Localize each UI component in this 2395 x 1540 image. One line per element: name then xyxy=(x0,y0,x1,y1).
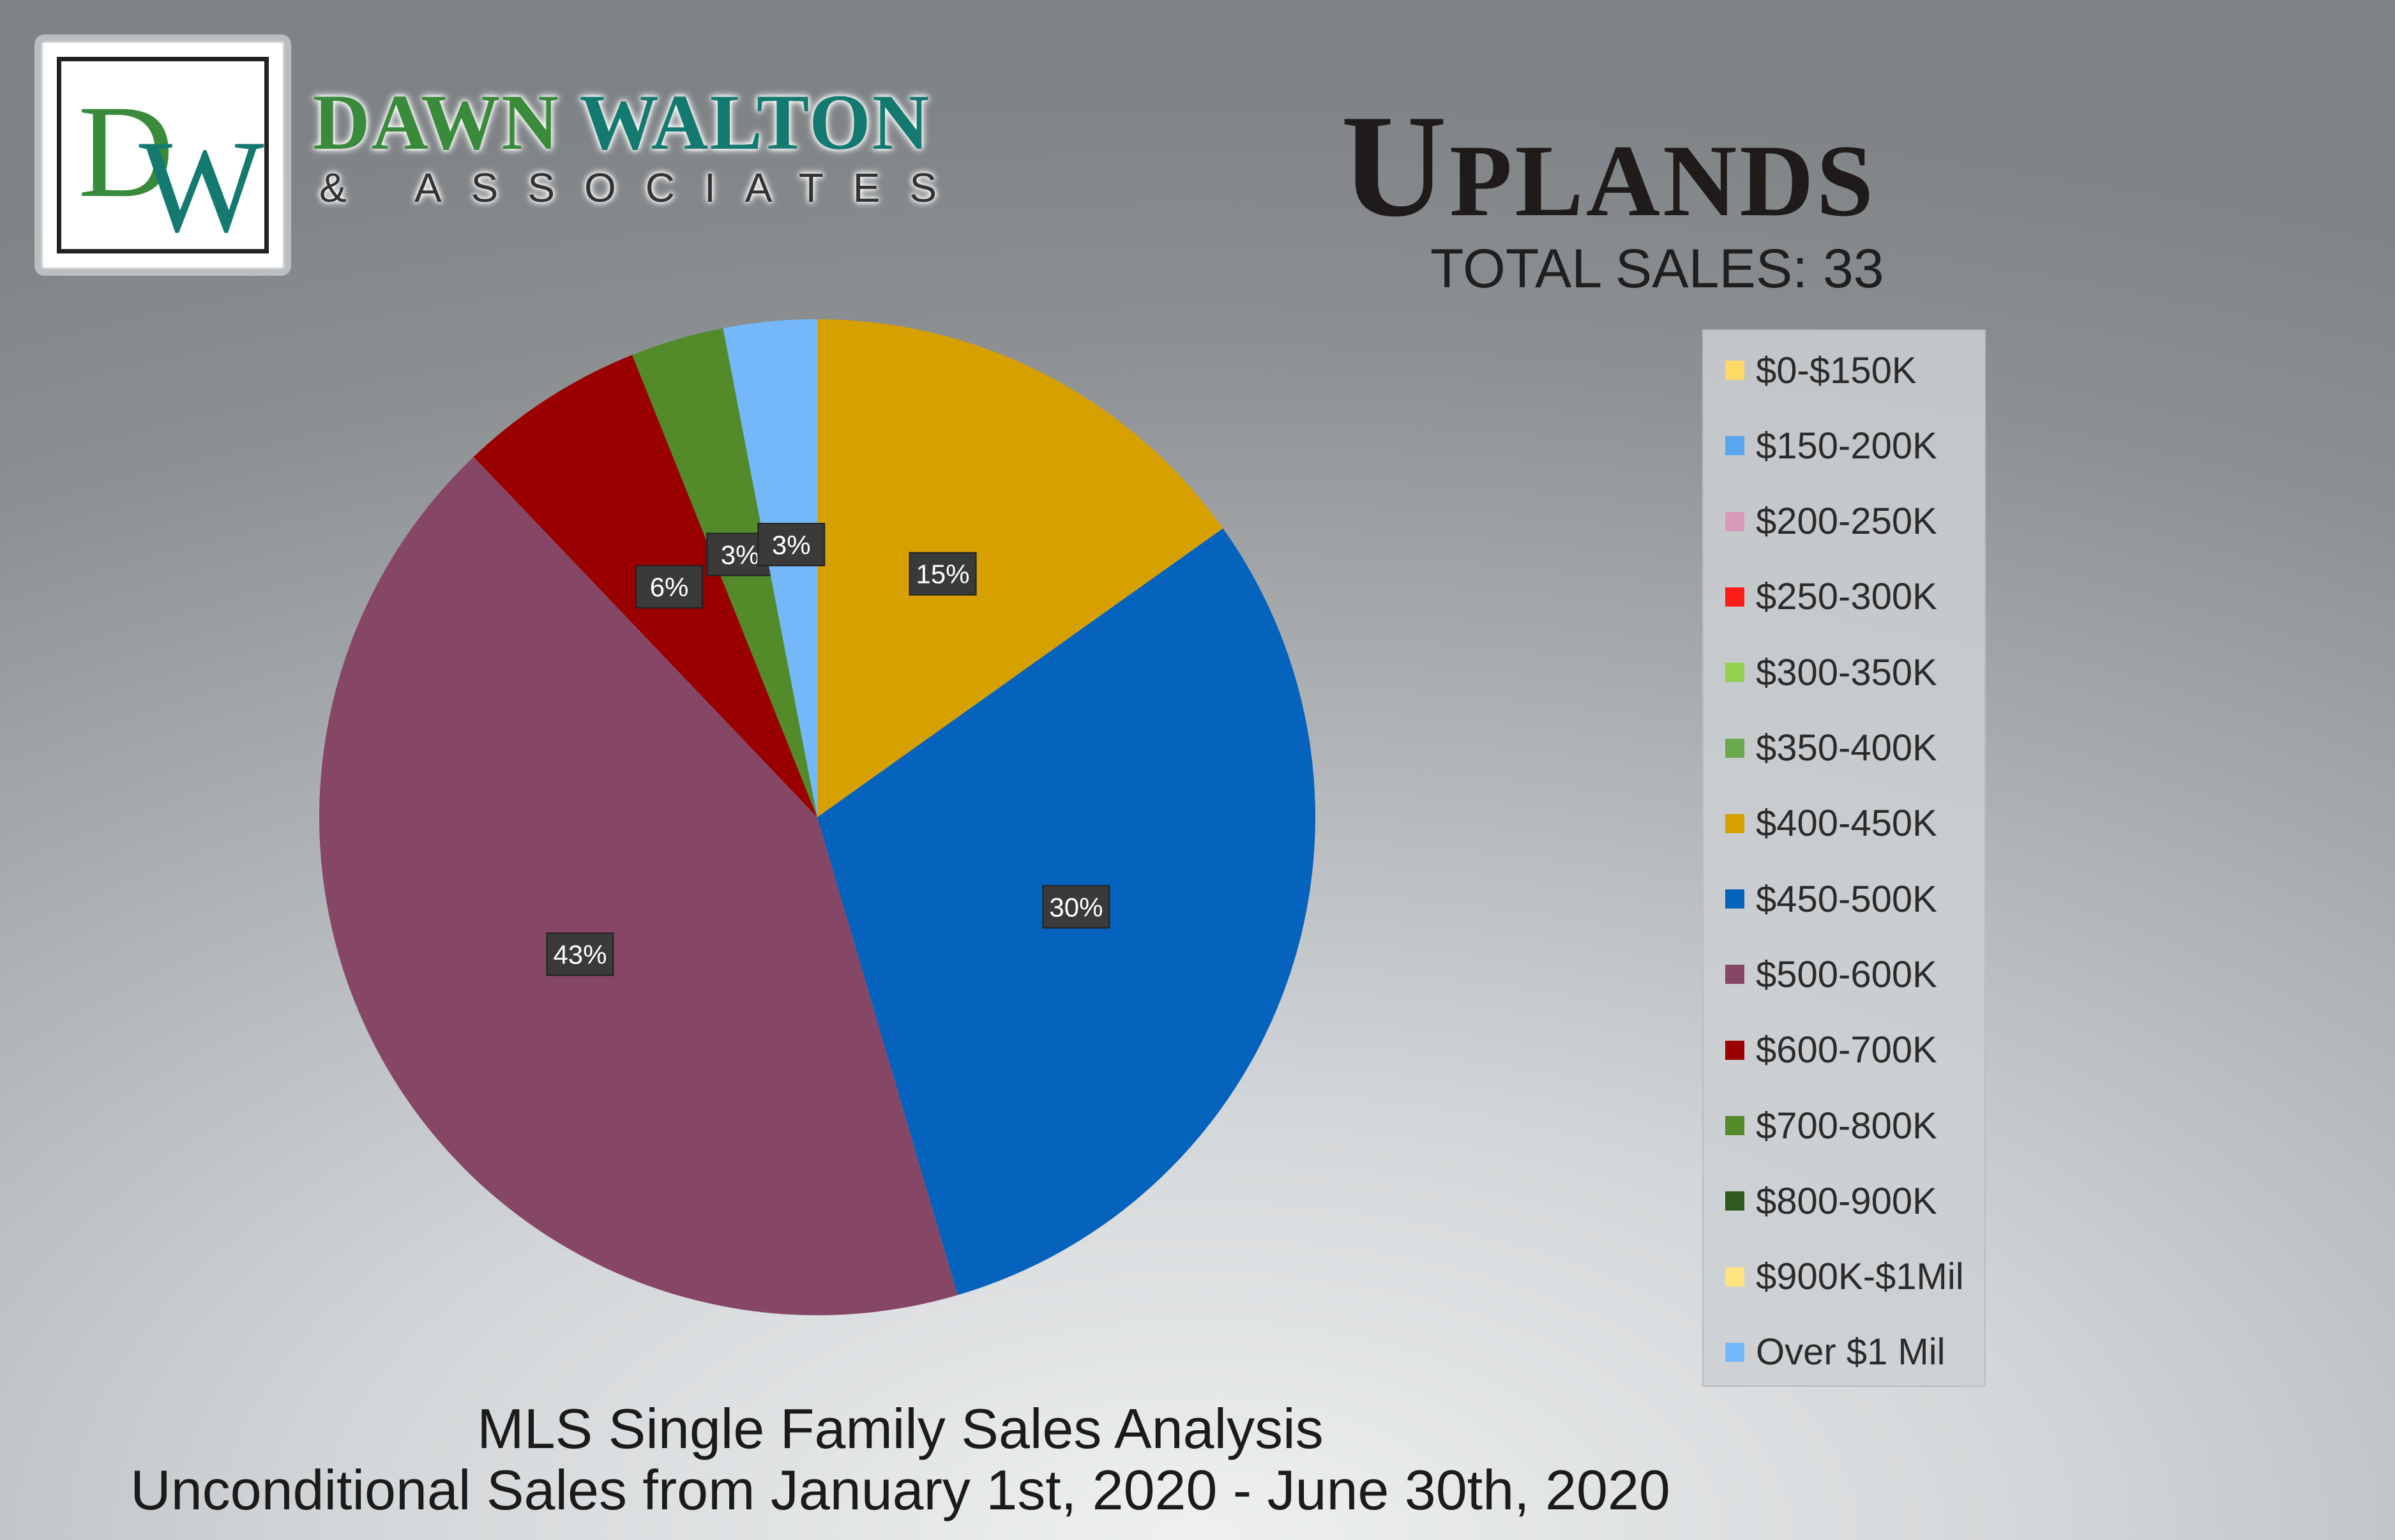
legend-item-200-250k: $200-250K xyxy=(1725,496,1937,547)
pie-slice-400-450k xyxy=(817,319,1223,817)
legend-label: $500-600K xyxy=(1756,953,1937,995)
legend-swatch xyxy=(1725,511,1744,531)
legend-label: $450-500K xyxy=(1756,878,1937,920)
data-label-400-450k: 15% xyxy=(909,552,977,596)
svg-text:3%: 3% xyxy=(772,530,811,560)
legend-item-400-450k: $400-450K xyxy=(1725,798,1937,849)
legend-label: Over $1 Mil xyxy=(1756,1331,1945,1373)
legend-item-500-600k: $500-600K xyxy=(1725,949,1937,1000)
legend-label: $700-800K xyxy=(1756,1105,1937,1147)
legend-item-450-500k: $450-500K xyxy=(1725,873,1937,925)
svg-text:15%: 15% xyxy=(916,559,970,589)
data-label-over-1-mil: 3% xyxy=(757,522,826,566)
legend-item-600-700k: $600-700K xyxy=(1725,1025,1937,1076)
legend-swatch xyxy=(1725,1342,1744,1362)
legend-label: $300-350K xyxy=(1756,651,1937,693)
legend-swatch xyxy=(1725,738,1744,758)
legend-swatch xyxy=(1725,361,1744,380)
legend-label: $0-$150K xyxy=(1756,349,1917,391)
legend-item-900k-1mil: $900K-$1Mil xyxy=(1725,1251,1964,1302)
total-sales: TOTAL SALES: 33 xyxy=(1430,238,1884,299)
legend-swatch xyxy=(1725,1040,1744,1060)
legend-item-700-800k: $700-800K xyxy=(1725,1100,1937,1151)
brand-name-last: WALTON xyxy=(579,79,931,166)
legend-label: $350-400K xyxy=(1756,727,1937,769)
legend-swatch xyxy=(1725,813,1744,833)
brand-name-first: DAWN xyxy=(313,79,560,166)
legend-label: $800-900K xyxy=(1756,1180,1937,1222)
logo-frame: D W xyxy=(57,57,269,253)
data-label-450-500k: 30% xyxy=(1042,885,1110,929)
legend-label: $150-200K xyxy=(1756,425,1937,467)
legend-swatch xyxy=(1725,889,1744,909)
legend-item-over-1-mil: Over $1 Mil xyxy=(1725,1327,1945,1378)
legend-swatch xyxy=(1725,1116,1744,1135)
brand-name: DAWN WALTON xyxy=(313,83,930,162)
legend: $0-$150K $150-200K $200-250K $250-300K $300-… xyxy=(1702,329,1986,1387)
legend-label: $200-250K xyxy=(1756,501,1937,543)
svg-text:43%: 43% xyxy=(553,940,607,970)
svg-text:30%: 30% xyxy=(1049,892,1103,922)
legend-swatch xyxy=(1725,1267,1744,1287)
legend-item-150-200k: $150-200K xyxy=(1725,420,1937,471)
legend-item-800-900k: $800-900K xyxy=(1725,1175,1937,1227)
page-title: Uplands xyxy=(1341,84,1877,247)
svg-text:3%: 3% xyxy=(721,540,760,570)
logo: D W xyxy=(41,41,285,269)
legend-label: $600-700K xyxy=(1756,1029,1937,1071)
footer-date-range: Unconditional Sales from January 1st, 20… xyxy=(130,1458,1670,1521)
legend-item-300-350k: $300-350K xyxy=(1725,647,1937,698)
svg-text:W: W xyxy=(139,113,264,249)
legend-swatch xyxy=(1725,587,1744,607)
legend-label: $900K-$1Mil xyxy=(1756,1256,1964,1298)
legend-item-250-300k: $250-300K xyxy=(1725,571,1937,623)
data-label-500-600k: 43% xyxy=(546,932,614,976)
legend-swatch xyxy=(1725,965,1744,985)
brand-subtitle: & ASSOCIATES xyxy=(319,165,967,211)
legend-swatch xyxy=(1725,1191,1744,1211)
svg-text:D: D xyxy=(78,78,174,225)
dw-monogram-icon: D W xyxy=(78,78,264,249)
data-label-600-700k: 6% xyxy=(635,565,704,609)
legend-swatch xyxy=(1725,436,1744,456)
legend-label: $250-300K xyxy=(1756,576,1937,618)
footer-title: MLS Single Family Sales Analysis xyxy=(477,1397,1324,1460)
legend-item-350-400k: $350-400K xyxy=(1725,723,1937,774)
pie-slice-over-1-mil xyxy=(723,319,817,817)
legend-swatch xyxy=(1725,663,1744,683)
legend-label: $400-450K xyxy=(1756,803,1937,845)
legend-item-0-150k: $0-$150K xyxy=(1725,345,1917,396)
svg-text:6%: 6% xyxy=(650,572,689,602)
pie-slice-500-600k xyxy=(319,457,958,1315)
